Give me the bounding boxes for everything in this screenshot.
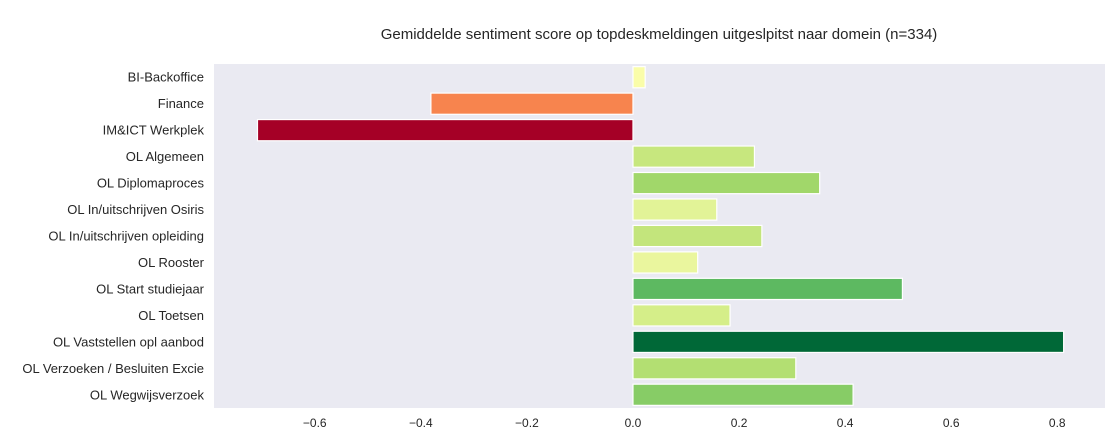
bar-2 — [256, 118, 634, 142]
bar-5 — [632, 198, 718, 221]
bar-11 — [632, 357, 797, 380]
y-tick-label: OL Start studiejaar — [96, 281, 205, 296]
x-tick-labels: −0.6 −0.4 −0.2 0.0 0.2 0.4 0.6 0.8 — [303, 416, 1066, 430]
y-tick-label: Finance — [158, 96, 204, 111]
y-tick-label: OL Algemeen — [126, 149, 204, 164]
bars-group — [256, 66, 1065, 406]
x-tick-label: 0.2 — [731, 416, 748, 430]
bar-8 — [632, 277, 904, 301]
bar-9 — [632, 304, 731, 327]
y-tick-label: IM&ICT Werkplek — [103, 123, 205, 138]
x-tick-label: −0.4 — [409, 416, 433, 430]
y-tick-label: OL Verzoeken / Besluiten Excie — [22, 361, 204, 376]
x-tick-label: 0.8 — [1049, 416, 1066, 430]
x-tick-label: 0.6 — [943, 416, 960, 430]
bar-6 — [632, 224, 763, 248]
bar-3 — [632, 145, 756, 168]
bar-4 — [632, 171, 821, 195]
chart-title: Gemiddelde sentiment score op topdeskmel… — [381, 26, 938, 43]
y-tick-label: OL In/uitschrijven Osiris — [67, 202, 204, 217]
y-tick-labels: BI-Backoffice Finance IM&ICT Werkplek OL Al… — [22, 70, 204, 403]
bar-0 — [632, 66, 646, 89]
y-tick-label: OL In/uitschrijven opleiding — [48, 229, 204, 244]
y-tick-label: OL Toetsen — [138, 308, 204, 323]
x-tick-label: −0.2 — [515, 416, 539, 430]
x-tick-label: 0.0 — [625, 416, 642, 430]
x-tick-label: 0.4 — [837, 416, 854, 430]
y-tick-label: OL Vaststellen opl aanbod — [53, 334, 204, 349]
y-tick-label: BI-Backoffice — [128, 70, 204, 85]
bar-1 — [430, 92, 634, 115]
y-tick-label: OL Rooster — [138, 255, 205, 270]
bar-12 — [632, 383, 854, 406]
bar-10 — [632, 330, 1065, 354]
bar-7 — [632, 251, 699, 274]
x-tick-label: −0.6 — [303, 416, 327, 430]
y-tick-label: OL Wegwijsverzoek — [90, 387, 205, 402]
y-tick-label: OL Diplomaproces — [97, 176, 205, 191]
